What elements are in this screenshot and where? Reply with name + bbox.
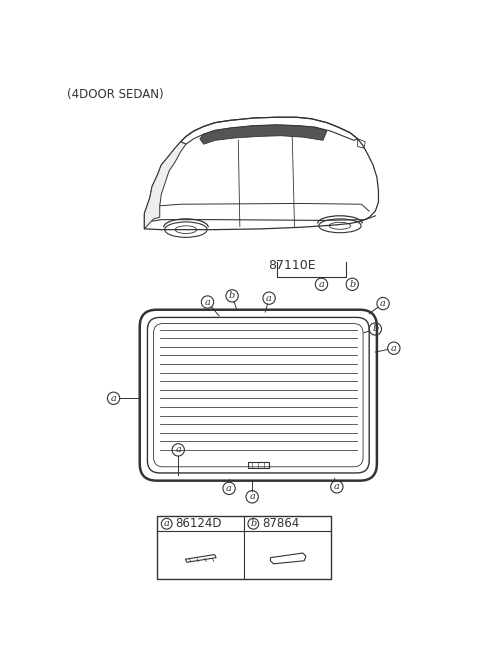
Text: b: b bbox=[372, 325, 379, 333]
Text: a: a bbox=[226, 484, 232, 493]
Polygon shape bbox=[200, 125, 327, 144]
Text: b: b bbox=[349, 280, 355, 289]
Text: 87864: 87864 bbox=[262, 518, 299, 530]
Bar bbox=[248, 462, 269, 468]
Text: a: a bbox=[164, 520, 169, 528]
Text: a: a bbox=[110, 394, 117, 403]
Text: a: a bbox=[319, 280, 324, 289]
Text: a: a bbox=[380, 299, 386, 308]
Text: a: a bbox=[334, 482, 340, 491]
Text: b: b bbox=[250, 520, 256, 528]
Text: 86124D: 86124D bbox=[175, 518, 222, 530]
Bar bbox=[157, 516, 331, 579]
Text: a: a bbox=[249, 493, 255, 501]
Polygon shape bbox=[144, 142, 186, 229]
Text: 87110E: 87110E bbox=[268, 258, 316, 272]
Text: a: a bbox=[391, 344, 397, 353]
Text: a: a bbox=[204, 298, 210, 306]
Text: a: a bbox=[266, 294, 272, 302]
Text: a: a bbox=[175, 445, 181, 455]
Text: b: b bbox=[229, 291, 235, 300]
Text: (4DOOR SEDAN): (4DOOR SEDAN) bbox=[67, 88, 164, 101]
